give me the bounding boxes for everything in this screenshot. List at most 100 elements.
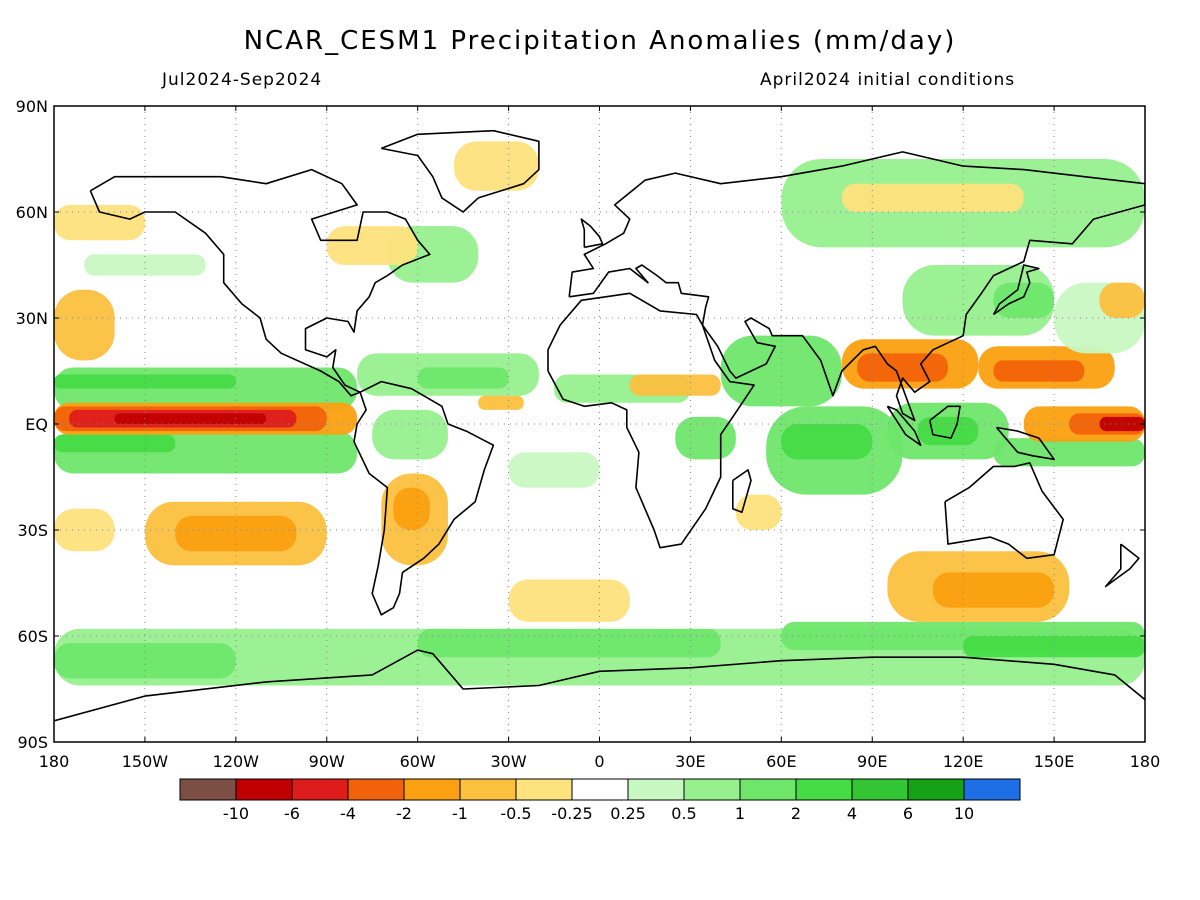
coastline-uk	[580, 218, 604, 249]
anomaly-region-47	[1099, 282, 1145, 318]
lat-tick-label: 90N	[16, 97, 48, 116]
lon-tick-label: 120W	[213, 752, 260, 771]
anomaly-region-49	[841, 183, 1024, 212]
anomaly-region-13	[54, 289, 115, 361]
lon-tick-label: 180	[1130, 752, 1161, 771]
lat-tick-label: EQ	[25, 415, 48, 434]
colorbar-swatch	[963, 778, 1021, 801]
lat-tick-label: 30N	[16, 309, 48, 328]
anomaly-region-19	[372, 409, 448, 460]
anomaly-region-29	[675, 416, 736, 460]
lat-tick-label: 60N	[16, 203, 48, 222]
anomaly-region-33	[735, 494, 782, 530]
colorbar-swatch	[347, 778, 405, 801]
coastline-north-america	[89, 168, 431, 397]
colorbar-swatch	[459, 778, 517, 801]
coastline-madagascar	[731, 469, 752, 514]
anomaly-region-23	[508, 452, 600, 488]
anomaly-region-39	[917, 416, 979, 446]
anomaly-region-1	[54, 643, 236, 679]
lon-tick-label: 150E	[1034, 752, 1075, 771]
lon-tick-label: 90E	[857, 752, 887, 771]
initial-conditions-label: April2024 initial conditions	[760, 70, 1016, 90]
colorbar-label: -0.25	[551, 804, 592, 823]
lon-tick-label: 180	[39, 752, 70, 771]
coastline-new-guinea	[995, 426, 1055, 461]
anomaly-region-37	[993, 360, 1085, 382]
colorbar-label: 2	[791, 804, 801, 823]
colorbar-label: 0.25	[610, 804, 646, 823]
colorbar-label: 1	[735, 804, 745, 823]
anomaly-region-12	[114, 413, 267, 424]
lat-tick-label: 90S	[17, 733, 48, 752]
coastline-eurasia	[568, 151, 1145, 422]
coastline-south-america	[353, 380, 495, 616]
coastline-greenland	[381, 129, 540, 213]
anomaly-region-7	[54, 374, 236, 389]
lon-tick-label: 60E	[766, 752, 796, 771]
coastline-africa	[547, 292, 755, 549]
colorbar: -10 -6 -4 -2 -1 -0.5 -0.25 0.25 0.5 1 2 4 6 10	[179, 778, 1021, 823]
colorbar-label: -0.5	[500, 804, 531, 823]
colorbar-label: 0.5	[671, 804, 696, 823]
colorbar-swatch	[907, 778, 965, 801]
colorbar-swatch	[515, 778, 573, 801]
colorbar-label: -10	[223, 804, 249, 823]
anomaly-region-8	[54, 434, 176, 453]
lat-tick-label: 30S	[17, 521, 48, 540]
anomaly-region-26	[326, 226, 418, 265]
anomaly-region-51	[932, 572, 1055, 608]
anomaly-region-32	[781, 424, 873, 460]
colorbar-swatch	[291, 778, 349, 801]
coastline-japan	[992, 264, 1040, 316]
anomaly-region-21	[417, 367, 509, 389]
lon-tick-label: 150W	[122, 752, 169, 771]
anomaly-region-54	[84, 254, 206, 276]
colorbar-swatch	[571, 778, 629, 801]
lon-tick-label: 120E	[943, 752, 984, 771]
anomaly-region-53	[54, 204, 145, 241]
colorbar-label: -2	[396, 804, 412, 823]
colorbar-swatch	[795, 778, 853, 801]
forecast-period: Jul2024-Sep2024	[162, 70, 323, 90]
lon-tick-label: 30E	[675, 752, 705, 771]
anomaly-region-16	[175, 515, 297, 552]
anomaly-region-18	[393, 487, 430, 530]
coastline-new-zealand	[1104, 543, 1140, 588]
colorbar-swatch	[683, 778, 741, 801]
colorbar-swatch	[851, 778, 909, 801]
graticule	[54, 106, 1145, 742]
lon-tick-label: 0	[594, 752, 604, 771]
coastline-borneo	[929, 405, 961, 439]
colorbar-label: -4	[340, 804, 356, 823]
anomaly-region-45	[993, 282, 1055, 318]
anomaly-region-24	[454, 141, 539, 191]
map-title: NCAR_CESM1 Precipitation Anomalies (mm/d…	[243, 26, 957, 56]
anomaly-region-22	[478, 395, 524, 410]
lat-tick-label: 60S	[17, 627, 48, 646]
colorbar-swatch	[627, 778, 685, 801]
colorbar-swatch	[235, 778, 293, 801]
anomaly-region-28	[629, 374, 721, 396]
colorbar-swatch	[739, 778, 797, 801]
colorbar-label: -1	[452, 804, 468, 823]
coastlines	[54, 129, 1145, 722]
anomaly-region-52	[508, 579, 630, 622]
coastline-antarctica	[54, 649, 1145, 722]
lon-tick-label: 90W	[309, 752, 345, 771]
coastline-australia	[944, 462, 1064, 560]
anomaly-region-40	[993, 438, 1145, 467]
colorbar-label: 6	[903, 804, 913, 823]
lon-tick-label: 60W	[400, 752, 436, 771]
colorbar-swatch	[179, 778, 237, 801]
anomaly-field-layer	[54, 141, 1145, 686]
colorbar-swatch	[403, 778, 461, 801]
lon-tick-label: 30W	[490, 752, 526, 771]
colorbar-label: 4	[847, 804, 857, 823]
anomaly-region-2	[417, 628, 721, 658]
colorbar-label: -6	[284, 804, 300, 823]
colorbar-label: 10	[954, 804, 974, 823]
coastline-sumatra	[886, 405, 922, 447]
